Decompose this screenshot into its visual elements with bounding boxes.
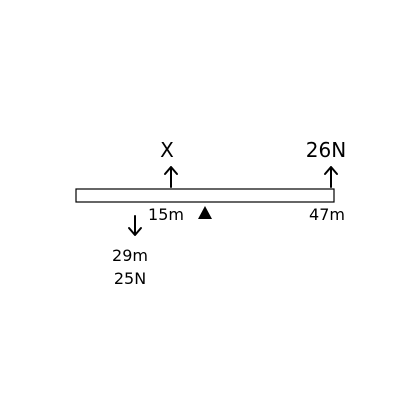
force-25n: 29m 25N	[112, 215, 148, 288]
load-magnitude-label: 25N	[114, 269, 146, 288]
load-distance-label: 29m	[112, 246, 148, 265]
force-26n-label: 26N	[306, 138, 346, 162]
down-arrow-icon	[128, 215, 142, 236]
up-arrow-icon	[324, 166, 338, 188]
distance-label-47m: 47m	[309, 205, 345, 224]
force-26n: 26N	[306, 138, 346, 188]
support-triangle-icon	[198, 206, 212, 219]
up-arrow-icon	[164, 166, 178, 188]
beam	[75, 188, 335, 203]
force-x-label: X	[160, 138, 174, 162]
force-x: X	[160, 138, 178, 188]
distance-label-15m: 15m	[148, 205, 184, 224]
